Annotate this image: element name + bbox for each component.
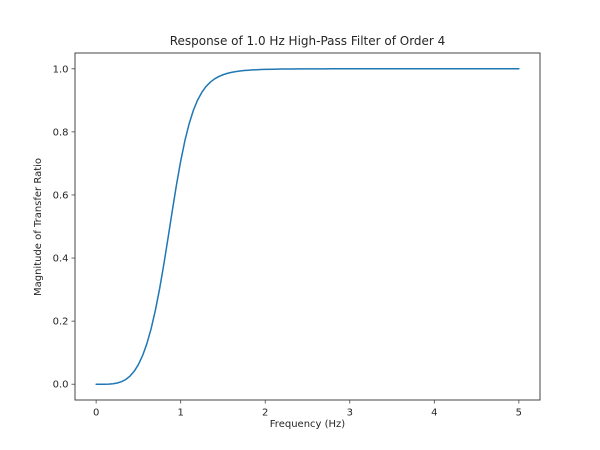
plot-border [74,52,541,401]
chart-title: Response of 1.0 Hz High-Pass Filter of O… [170,34,446,48]
x-axis-label: Frequency (Hz) [270,419,346,430]
x-tick-label: 2 [262,408,268,419]
x-tick-label: 0 [93,408,99,419]
y-tick-label: 0.0 [53,380,69,391]
y-tick-label: 0.2 [53,317,69,328]
y-tick-label: 0.4 [53,254,69,265]
response-curve [95,68,520,385]
y-tick-label: 0.8 [53,127,69,138]
y-axis-label: Magnitude of Transfer Ratio [33,158,44,296]
x-axis-ticks: 0 1 2 3 4 5 [93,400,522,419]
y-tick-label: 1.0 [53,64,69,75]
y-tick-label: 0.6 [53,190,69,201]
x-tick-label: 1 [177,408,183,419]
x-tick-label: 5 [516,408,522,419]
x-tick-label: 3 [347,408,353,419]
y-axis-ticks: 0.0 0.2 0.4 0.6 0.8 1.0 [53,64,75,391]
x-tick-label: 4 [431,408,437,419]
plot-area [75,53,540,400]
